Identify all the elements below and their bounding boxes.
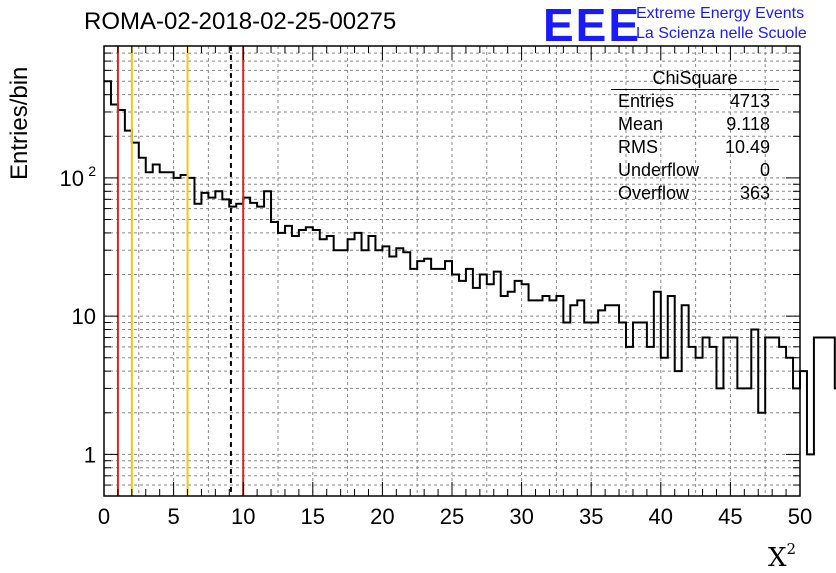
stats-value: 4713 — [729, 91, 770, 111]
stats-label: Underflow — [618, 160, 700, 180]
eee-logo-mark: EEE — [543, 0, 642, 51]
x-tick-label: 45 — [718, 504, 742, 529]
y-tick-label: 10 — [72, 304, 96, 329]
stats-label: Overflow — [618, 183, 690, 203]
x-tick-label: 35 — [579, 504, 603, 529]
x-axis-label: X2 — [768, 540, 796, 573]
logo-line-1: Extreme Energy Events — [636, 5, 805, 22]
stats-box: ChiSquare Entries 4713 Mean 9.118 RMS 10.49… — [611, 67, 779, 205]
x-tick-label: 50 — [788, 504, 812, 529]
stats-row-mean: Mean 9.118 — [611, 113, 779, 136]
chart-title: ROMA-02-2018-02-25-00275 — [84, 8, 397, 35]
y-tick-label: 1 — [84, 442, 96, 467]
logo-line-2: La Scienza nelle Scuole — [636, 25, 807, 42]
x-tick-label: 15 — [301, 504, 325, 529]
x-tick-label: 20 — [370, 504, 394, 529]
x-tick-label: 30 — [509, 504, 533, 529]
y-tick-label-exponent: 2 — [88, 163, 96, 179]
x-tick-label: 25 — [440, 504, 464, 529]
x-tick-label: 0 — [98, 504, 110, 529]
stats-label: Mean — [618, 114, 664, 134]
x-tick-label: 10 — [231, 504, 255, 529]
eee-logo-text: Extreme Energy Events La Scienza nelle S… — [636, 4, 807, 44]
stats-title: ChiSquare — [611, 67, 779, 90]
y-axis-label: Entries/bin — [6, 66, 33, 180]
x-tick-label: 40 — [649, 504, 673, 529]
histogram-series — [104, 80, 836, 456]
stats-row-entries: Entries 4713 — [611, 90, 779, 113]
stats-value: 10.49 — [724, 137, 770, 157]
stats-value: 363 — [739, 183, 770, 203]
x-axis-label-sup: 2 — [786, 540, 797, 558]
stats-row-overflow: Overflow 363 — [611, 182, 779, 205]
x-axis-label-base: X — [768, 543, 787, 573]
stats-label: Entries — [618, 91, 675, 111]
stats-label: RMS — [618, 137, 658, 157]
stats-row-rms: RMS 10.49 — [611, 136, 779, 159]
y-tick-label: 10 — [60, 166, 84, 191]
x-tick-label: 5 — [167, 504, 179, 529]
stats-value: 0 — [759, 160, 770, 180]
stats-row-underflow: Underflow 0 — [611, 159, 779, 182]
stats-value: 9.118 — [726, 114, 770, 134]
